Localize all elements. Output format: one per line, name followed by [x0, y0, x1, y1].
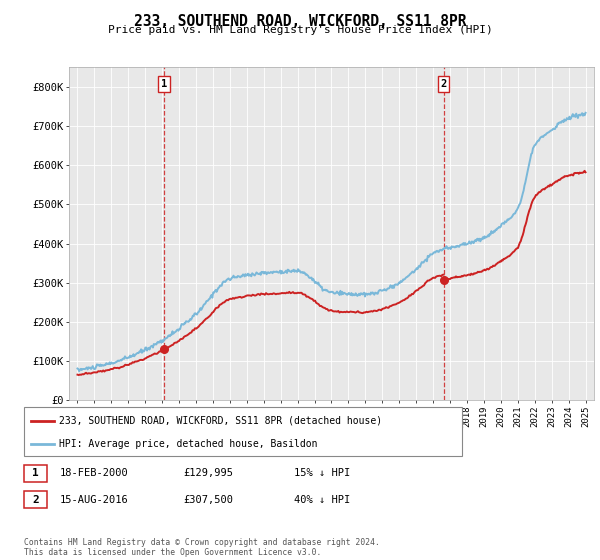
Text: 2: 2 — [32, 494, 39, 505]
Text: 15-AUG-2016: 15-AUG-2016 — [60, 494, 129, 505]
Text: Price paid vs. HM Land Registry's House Price Index (HPI): Price paid vs. HM Land Registry's House … — [107, 25, 493, 35]
Text: £307,500: £307,500 — [183, 494, 233, 505]
Text: 15% ↓ HPI: 15% ↓ HPI — [294, 468, 350, 478]
Text: 233, SOUTHEND ROAD, WICKFORD, SS11 8PR (detached house): 233, SOUTHEND ROAD, WICKFORD, SS11 8PR (… — [59, 416, 382, 426]
Text: Contains HM Land Registry data © Crown copyright and database right 2024.
This d: Contains HM Land Registry data © Crown c… — [24, 538, 380, 557]
Text: 1: 1 — [32, 468, 39, 478]
Text: 18-FEB-2000: 18-FEB-2000 — [60, 468, 129, 478]
Text: HPI: Average price, detached house, Basildon: HPI: Average price, detached house, Basi… — [59, 439, 317, 449]
Text: 40% ↓ HPI: 40% ↓ HPI — [294, 494, 350, 505]
Text: 2: 2 — [440, 79, 447, 89]
Text: £129,995: £129,995 — [183, 468, 233, 478]
Text: 233, SOUTHEND ROAD, WICKFORD, SS11 8PR: 233, SOUTHEND ROAD, WICKFORD, SS11 8PR — [134, 14, 466, 29]
Text: 1: 1 — [161, 79, 167, 89]
